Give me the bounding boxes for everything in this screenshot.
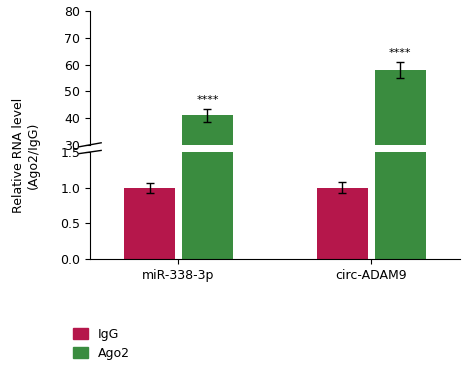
Text: Relative RNA level
(Ago2/IgG): Relative RNA level (Ago2/IgG) xyxy=(12,98,40,213)
Text: ****: **** xyxy=(389,48,411,58)
Bar xyxy=(374,70,426,225)
Text: ****: **** xyxy=(196,95,219,105)
Bar xyxy=(317,188,368,259)
Bar xyxy=(182,115,233,225)
Bar xyxy=(124,188,175,259)
Bar xyxy=(182,152,233,259)
Bar xyxy=(374,152,426,259)
Legend: IgG, Ago2: IgG, Ago2 xyxy=(73,328,129,360)
